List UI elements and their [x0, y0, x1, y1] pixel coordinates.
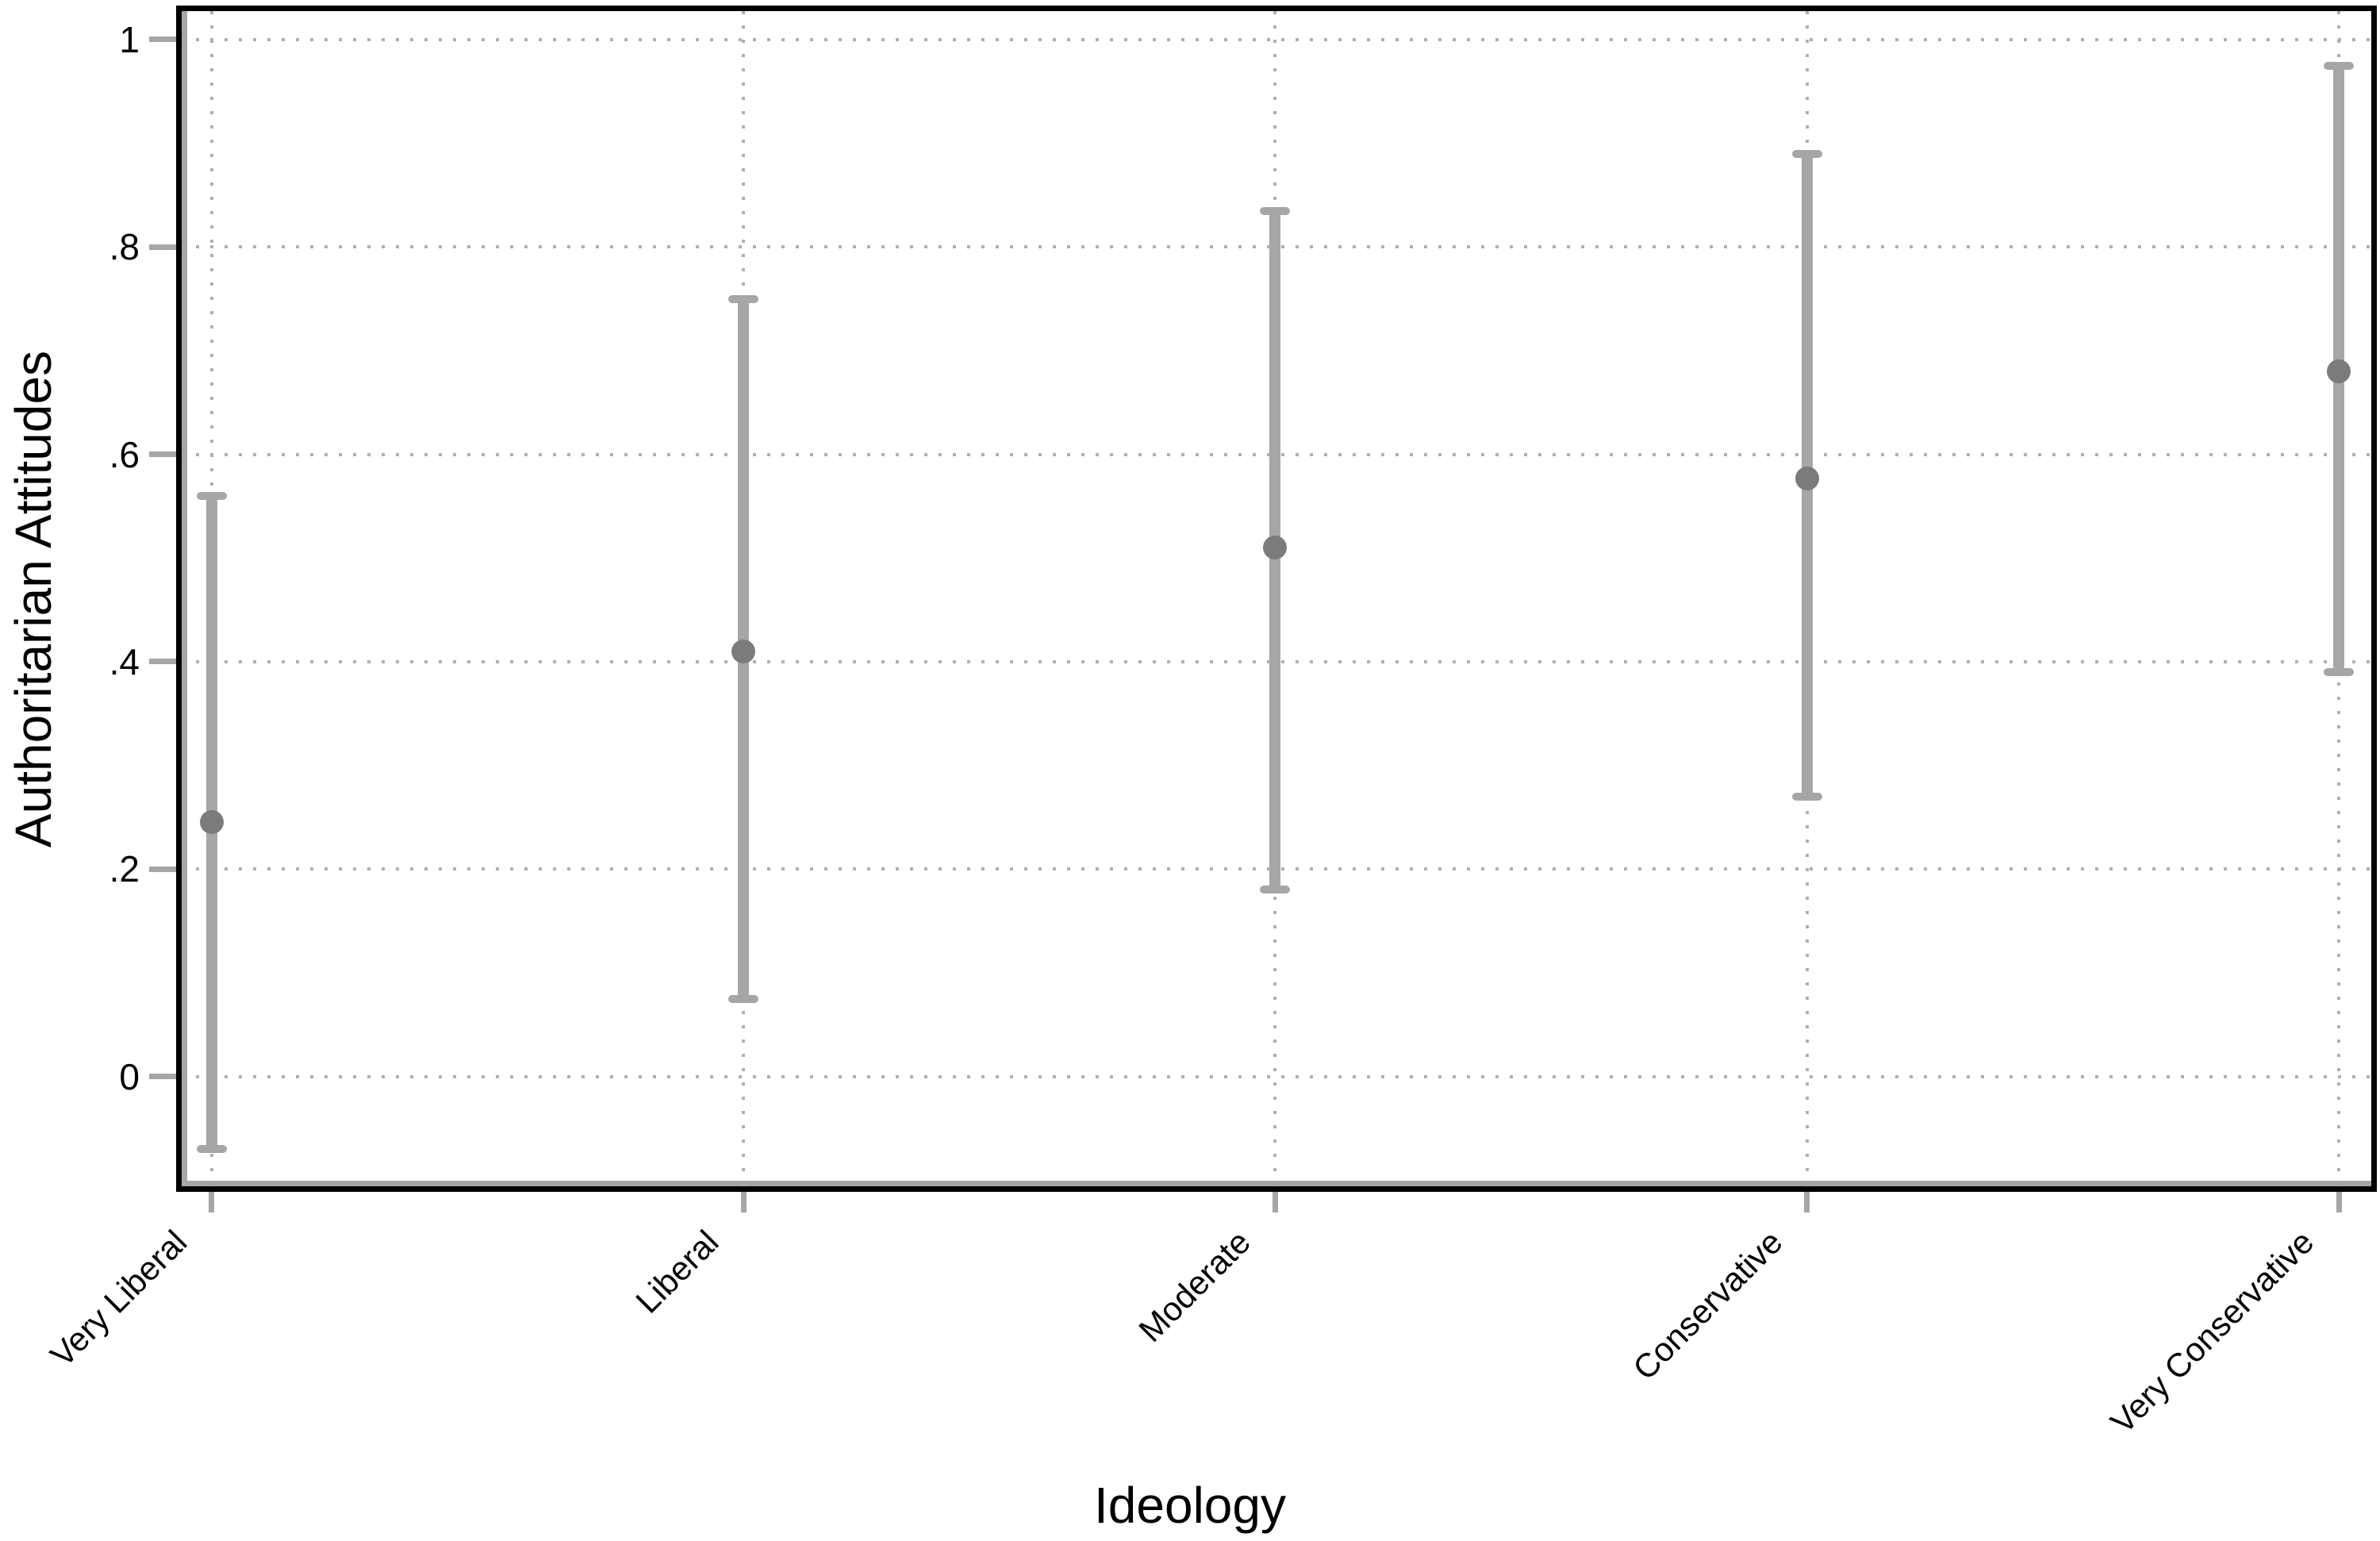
y-axis-tick	[149, 866, 176, 872]
y-axis-tick	[149, 37, 176, 43]
x-axis-tick	[740, 1192, 747, 1212]
x-axis-spine	[182, 1181, 2371, 1186]
estimate-dot	[2327, 359, 2351, 384]
y-axis-tick	[149, 452, 176, 458]
ci-cap-bottom	[1260, 886, 1291, 894]
x-tick-label: Liberal	[628, 1223, 726, 1320]
y-axis-tick	[149, 244, 176, 250]
estimate-dot	[199, 810, 224, 835]
y-tick-label: 0	[119, 1055, 140, 1097]
y-tick-label: .8	[109, 226, 140, 268]
ci-cap-top	[196, 491, 227, 500]
x-tick-label: Moderate	[1131, 1223, 1257, 1349]
ci-cap-top	[1260, 206, 1291, 215]
y-tick-label: .2	[109, 848, 140, 890]
x-tick-label: Conservative	[1625, 1223, 1790, 1387]
y-tick-label: 1	[119, 18, 140, 60]
x-tick-label: Very Conservative	[2103, 1223, 2321, 1441]
ci-cap-bottom	[196, 1144, 227, 1153]
ci-cap-top	[2324, 61, 2355, 70]
plot-region	[182, 11, 2371, 1186]
plot-area	[176, 6, 2377, 1192]
y-axis-tick	[149, 1074, 176, 1079]
x-tick-label: Very Liberal	[43, 1223, 194, 1374]
x-axis-tick	[209, 1192, 215, 1212]
y-axis-title-text: Authoritarian Attitudes	[5, 350, 62, 848]
x-axis-tick	[1272, 1192, 1278, 1212]
y-axis-spine	[182, 11, 187, 1186]
x-axis-title: Ideology	[1094, 1477, 1286, 1534]
ci-cap-top	[728, 294, 759, 303]
x-axis-tick	[1804, 1192, 1810, 1212]
ci-cap-bottom	[2324, 667, 2355, 676]
x-axis-tick	[2336, 1192, 2342, 1212]
ci-cap-top	[1791, 149, 1822, 158]
y-axis-tick	[149, 659, 176, 665]
y-tick-label: .6	[109, 433, 140, 475]
estimate-dot	[1795, 466, 1819, 490]
estimate-dot	[1263, 536, 1288, 560]
ci-cap-bottom	[1791, 792, 1822, 801]
estimate-dot	[731, 639, 756, 663]
y-tick-label: .4	[109, 640, 140, 682]
ci-cap-bottom	[728, 994, 759, 1003]
